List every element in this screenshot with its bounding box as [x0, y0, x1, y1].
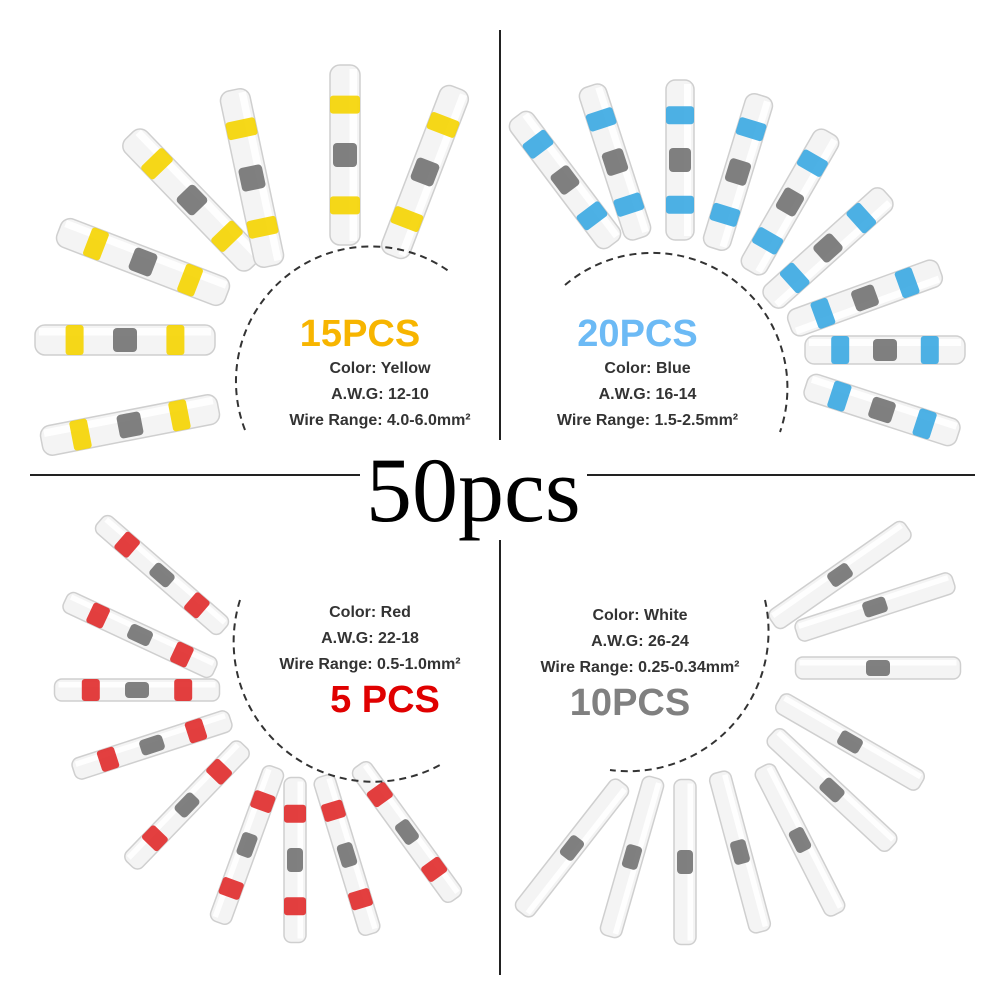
solder-connector	[508, 110, 622, 250]
solder-connector	[804, 335, 966, 365]
solder-connector	[53, 678, 221, 702]
solder-connector	[122, 128, 262, 272]
solder-connector	[803, 373, 961, 447]
white-color-label: Color: White	[592, 607, 688, 624]
solder-connector	[673, 778, 697, 946]
solder-connector	[768, 520, 912, 630]
dashed-arc-white	[609, 599, 770, 773]
solder-connector	[774, 693, 926, 791]
blue-color-label: Color: Blue	[604, 360, 691, 377]
solder-connector	[599, 775, 665, 939]
yellow-spec-block: 15PCS Color: Yellow A.W.G: 12-10 Wire Ra…	[265, 312, 495, 434]
white-count: 10PCS	[569, 682, 691, 724]
total-count-label: 50pcs	[360, 440, 587, 540]
white-wire-range: Wire Range: 0.25-0.34mm²	[540, 659, 740, 676]
solder-connector	[39, 394, 221, 456]
white-spec-block: Color: White A.W.G: 26-24 Wire Range: 0.…	[510, 603, 770, 725]
yellow-wire-range: Wire Range: 4.0-6.0mm²	[289, 412, 471, 429]
solder-connector	[786, 259, 944, 337]
solder-connector	[665, 79, 695, 241]
solder-connector	[94, 514, 230, 636]
solder-connector	[754, 763, 846, 917]
solder-connector	[55, 217, 231, 307]
solder-connector	[708, 770, 772, 934]
solder-connector	[794, 656, 962, 680]
solder-connector	[313, 773, 381, 937]
solder-connector	[514, 778, 630, 918]
solder-connector	[329, 64, 361, 246]
solder-connector	[71, 710, 233, 780]
yellow-color-label: Color: Yellow	[329, 360, 431, 377]
solder-connector	[794, 572, 956, 642]
yellow-count: 15PCS	[299, 313, 421, 355]
solder-connector	[380, 84, 470, 260]
red-spec-block: Color: Red A.W.G: 22-18 Wire Range: 0.5-…	[255, 600, 485, 722]
red-count: 5 PCS	[330, 679, 440, 721]
solder-connector	[209, 765, 285, 925]
blue-wire-range: Wire Range: 1.5-2.5mm²	[556, 412, 739, 429]
solder-connector	[124, 740, 250, 870]
red-awg: A.W.G: 22-18	[321, 630, 419, 647]
solder-connector	[34, 324, 216, 356]
blue-spec-block: 20PCS Color: Blue A.W.G: 16-14 Wire Rang…	[530, 312, 765, 434]
yellow-awg: A.W.G: 12-10	[331, 386, 429, 403]
solder-connector	[351, 760, 463, 904]
red-wire-range: Wire Range: 0.5-1.0mm²	[279, 656, 461, 673]
dashed-arc-blue	[564, 251, 789, 433]
solder-connector	[283, 776, 307, 944]
blue-awg: A.W.G: 16-14	[598, 386, 697, 403]
solder-connector	[766, 727, 898, 853]
solder-connector	[702, 92, 774, 252]
solder-connector	[578, 83, 652, 241]
white-awg: A.W.G: 26-24	[591, 633, 689, 650]
solder-connector	[740, 128, 840, 276]
blue-count: 20PCS	[577, 313, 698, 355]
solder-connector	[62, 591, 218, 679]
dashed-arc-red	[232, 599, 441, 783]
red-color-label: Color: Red	[329, 604, 411, 621]
dashed-arc-yellow	[234, 245, 451, 431]
solder-connector	[762, 187, 894, 309]
solder-connector	[219, 87, 285, 269]
